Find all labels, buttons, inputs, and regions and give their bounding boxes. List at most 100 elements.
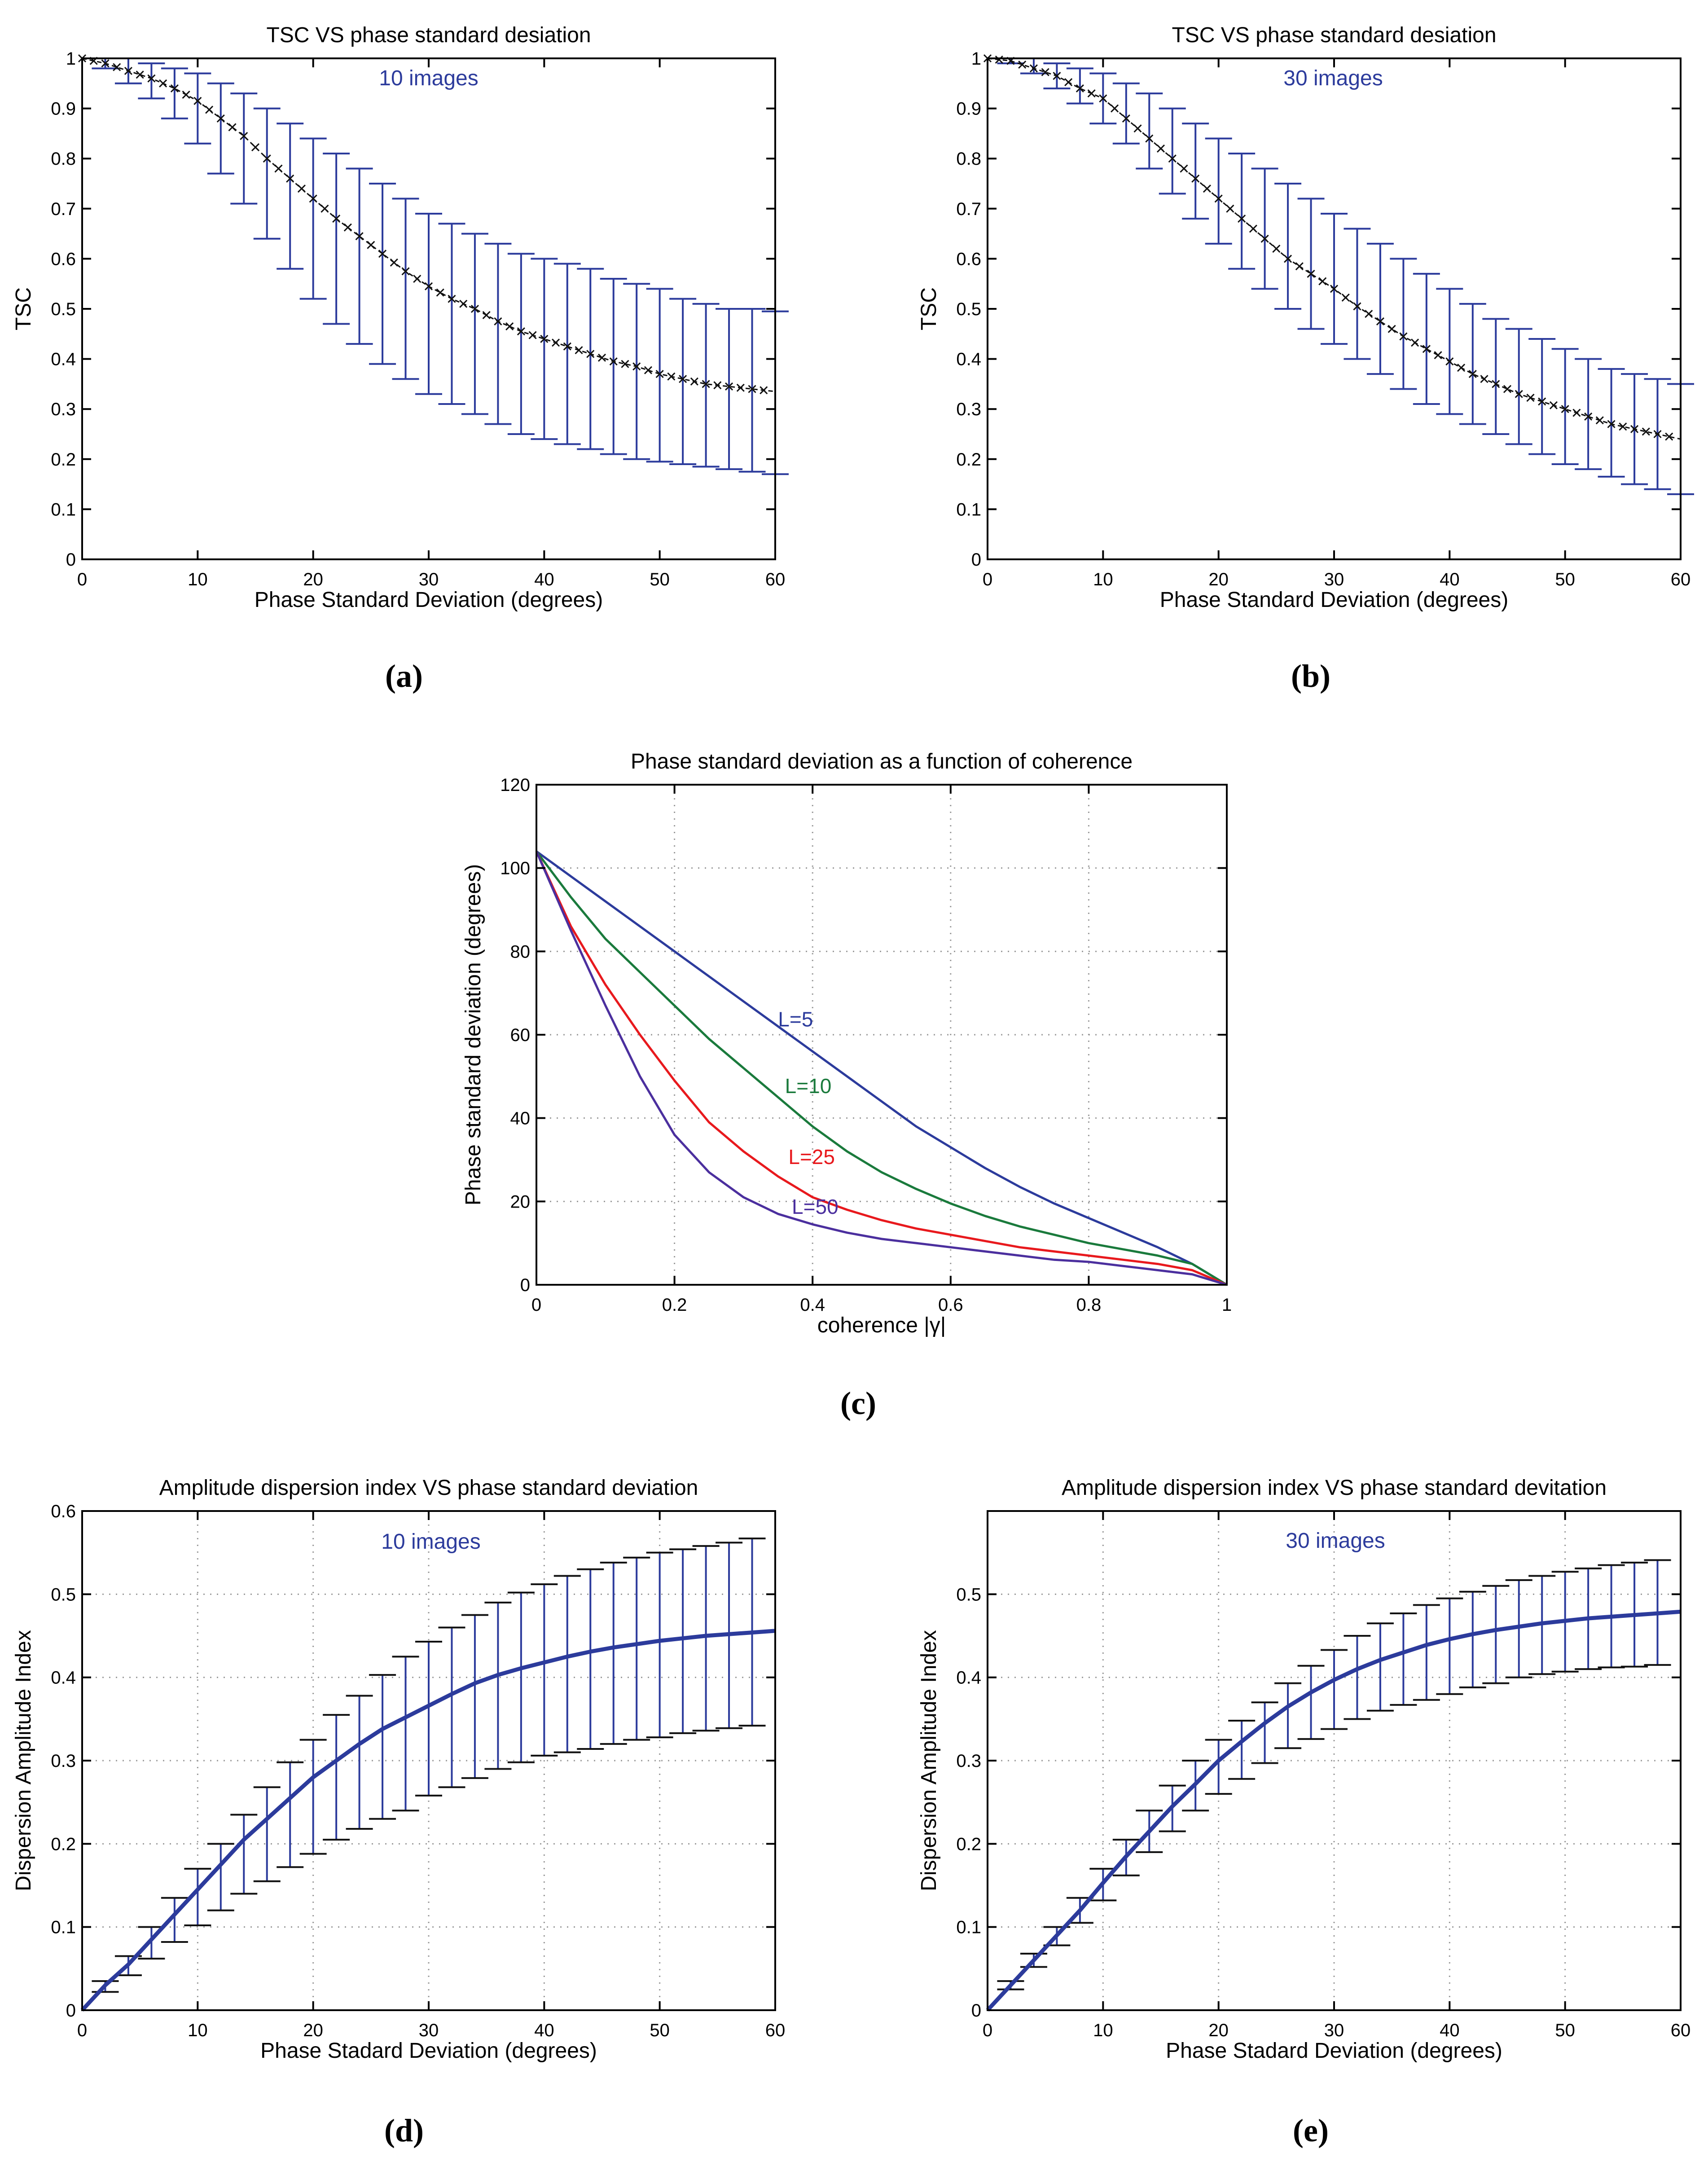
- data-point-marker: [170, 84, 179, 93]
- data-point-marker: [1445, 357, 1454, 366]
- y-tick-label: 0.9: [956, 99, 981, 119]
- x-tick-label: 60: [1671, 570, 1691, 589]
- y-tick-label: 0.7: [51, 199, 76, 219]
- y-tick-label: 0.1: [51, 1918, 76, 1937]
- data-point-marker: [332, 215, 341, 223]
- x-tick-label: 60: [765, 2021, 786, 2040]
- data-point-marker: [1503, 385, 1512, 393]
- data-point-marker: [159, 79, 167, 88]
- x-tick-label: 0.4: [800, 1295, 825, 1315]
- x-tick-label: 0.6: [938, 1295, 963, 1315]
- data-point-marker: [355, 232, 364, 241]
- series-line-l-5: [536, 850, 1228, 1286]
- x-tick-label: 40: [534, 570, 554, 589]
- x-tick-label: 20: [1208, 2021, 1229, 2040]
- x-tick-label: 40: [1440, 2021, 1460, 2040]
- data-point-marker: [1457, 364, 1466, 372]
- data-point-marker: [1387, 325, 1396, 333]
- y-tick-label: 1: [971, 49, 981, 69]
- y-tick-label: 0.6: [51, 1502, 76, 1521]
- data-point-marker: [1168, 154, 1177, 163]
- data-point-marker: [367, 241, 375, 249]
- chart-annotation: 10 images: [381, 1530, 480, 1554]
- data-point-marker: [690, 377, 698, 386]
- data-point-marker: [1492, 380, 1500, 388]
- data-point-marker: [251, 143, 260, 152]
- chart-title: Amplitude dispersion index VS phase stan…: [1062, 1476, 1607, 1500]
- data-point-marker: [1156, 144, 1165, 153]
- x-tick-label: 0.2: [662, 1295, 687, 1315]
- data-point-marker: [1341, 293, 1350, 302]
- data-point-marker: [725, 382, 733, 391]
- x-tick-label: 40: [534, 2021, 554, 2040]
- data-point-marker: [995, 55, 1003, 64]
- data-point-marker: [343, 223, 352, 232]
- y-tick-label: 0.1: [51, 500, 76, 519]
- chart-annotation: 30 images: [1283, 66, 1383, 90]
- data-point-marker: [632, 362, 641, 371]
- x-tick-label: 0: [77, 570, 87, 589]
- y-tick-label: 0.4: [956, 1668, 981, 1688]
- data-point-marker: [1595, 416, 1604, 425]
- data-point-marker: [621, 360, 629, 368]
- y-tick-label: 0.2: [51, 1834, 76, 1854]
- y-tick-label: 0.6: [51, 249, 76, 269]
- data-point-marker: [1561, 405, 1569, 413]
- data-point-marker: [309, 194, 317, 203]
- data-point-marker: [1330, 285, 1339, 293]
- data-point-marker: [1260, 234, 1269, 243]
- y-axis-label: TSC: [917, 287, 941, 330]
- x-tick-label: 50: [1555, 2021, 1575, 2040]
- chart-d: 0 10 20 30 40 50 60 0 0.1 0.2 0.3 0.4 0.5 0.6 Amplitud…: [12, 1476, 785, 2148]
- y-tick-label: 0: [66, 550, 76, 570]
- x-tick-label: 10: [188, 2021, 208, 2040]
- data-point-marker: [424, 282, 433, 290]
- y-axis-label: Phase standard deviation (degrees): [461, 864, 485, 1205]
- x-tick-label: 0: [983, 2021, 992, 2040]
- data-point-marker: [586, 350, 595, 358]
- data-point-marker: [667, 372, 676, 381]
- y-tick-label: 0.7: [956, 199, 981, 219]
- chart-c: L=5 L=10 L=25 L=50 0 0.2 0.4 0.6 0.8 1 0 20 40 60 80 10…: [461, 750, 1232, 1421]
- data-point-marker: [413, 274, 422, 283]
- x-tick-label: 40: [1440, 570, 1460, 589]
- y-axis-label: Dispersion Amplitude Index: [917, 1630, 941, 1891]
- data-point-marker: [736, 383, 745, 392]
- data-point-marker: [1422, 345, 1431, 353]
- x-tick-label: 60: [1671, 2021, 1691, 2040]
- x-axis-label: Phase Standard Deviation (degrees): [1160, 588, 1508, 612]
- data-point-marker: [760, 386, 768, 395]
- x-tick-label: 20: [303, 2021, 323, 2040]
- series-line-mean-index: [986, 1609, 1681, 2012]
- x-tick-label: 0: [531, 1295, 541, 1315]
- data-point-marker: [1411, 338, 1419, 347]
- data-point-marker: [1076, 84, 1084, 93]
- y-tick-label: 0.4: [51, 1668, 76, 1688]
- x-tick-label: 20: [303, 570, 323, 589]
- y-tick-label: 0.1: [956, 1918, 981, 1937]
- y-tick-label: 0.2: [956, 1834, 981, 1854]
- x-tick-label: 60: [765, 570, 786, 589]
- data-point-marker: [482, 311, 491, 320]
- data-point-marker: [597, 353, 606, 362]
- panel-label: (c): [840, 1385, 876, 1421]
- data-point-marker: [655, 370, 664, 378]
- data-point-marker: [540, 334, 549, 343]
- data-point-marker: [1526, 394, 1535, 402]
- x-axis-label: Phase Stadard Deviation (degrees): [1166, 2039, 1502, 2063]
- y-tick-label: 0.9: [51, 99, 76, 119]
- data-point-marker: [459, 299, 468, 308]
- x-tick-label: 10: [188, 570, 208, 589]
- y-tick-label: 80: [510, 942, 531, 962]
- y-tick-label: 0.3: [51, 400, 76, 419]
- data-point-marker: [1191, 174, 1200, 183]
- data-point-marker: [1226, 204, 1234, 213]
- data-point-marker: [1538, 397, 1546, 406]
- y-tick-label: 0.8: [51, 149, 76, 169]
- y-tick-label: 0.3: [956, 400, 981, 419]
- data-point-marker: [1607, 420, 1616, 428]
- data-point-marker: [1630, 425, 1639, 433]
- data-point-marker: [321, 204, 329, 213]
- y-tick-label: 0.1: [956, 500, 981, 519]
